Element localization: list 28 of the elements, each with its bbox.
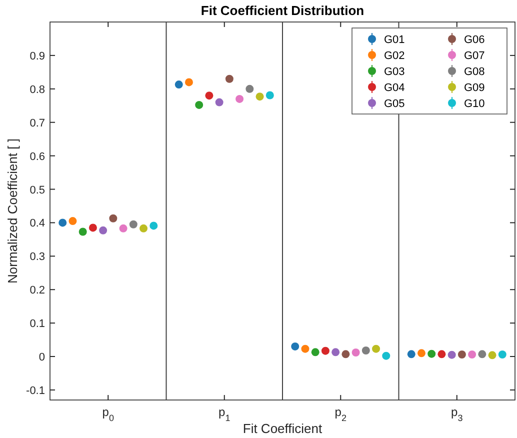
x-tick-label: p$_{3}$ bbox=[451, 405, 463, 423]
y-tick-label: 0.6 bbox=[30, 150, 45, 163]
y-tick-label: 0.2 bbox=[30, 284, 45, 297]
legend-label: G07 bbox=[464, 50, 485, 62]
legend-label: G10 bbox=[464, 98, 485, 110]
y-tick-label: 0.5 bbox=[30, 184, 45, 196]
x-tick-label: p$_{2}$ bbox=[334, 405, 346, 423]
y-tick-label: 0.1 bbox=[30, 318, 45, 330]
y-tick-label: -0.1 bbox=[26, 384, 45, 397]
legend-label: G03 bbox=[384, 66, 405, 78]
y-tick-label: 0.4 bbox=[30, 218, 45, 230]
y-tick-label: 0.8 bbox=[30, 84, 45, 96]
legend-label: G04 bbox=[384, 82, 405, 94]
y-tick-label: 0.3 bbox=[30, 251, 45, 264]
chart-title: Fit Coefficient Distribution bbox=[200, 3, 364, 18]
x-tick-label: p$_{0}$ bbox=[102, 405, 114, 423]
y-tick-label: 0.9 bbox=[30, 50, 45, 62]
legend-label: G09 bbox=[464, 82, 485, 94]
y-tick-label: 0.7 bbox=[30, 117, 45, 130]
x-tick-label: p$_{1}$ bbox=[218, 405, 230, 423]
legend-label: G02 bbox=[384, 50, 405, 62]
y-tick-label: 0 bbox=[38, 352, 45, 364]
legend-label: G05 bbox=[384, 98, 405, 110]
legend-label: G06 bbox=[464, 34, 485, 46]
legend-label: G01 bbox=[384, 34, 405, 46]
y-axis-title: Normalized Coefficient [ ] bbox=[5, 138, 20, 284]
legend-label: G08 bbox=[464, 66, 485, 78]
x-axis-title: Fit Coefficient bbox=[242, 421, 322, 436]
